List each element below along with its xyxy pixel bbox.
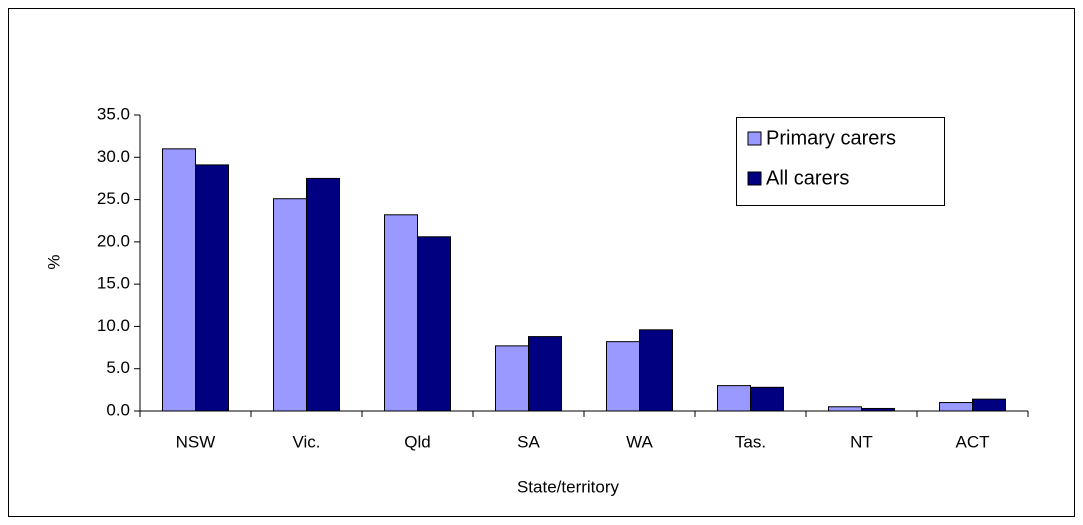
legend-label: Primary carers <box>766 127 896 149</box>
bar <box>417 236 451 412</box>
bar <box>195 164 229 412</box>
y-tick-label: 15.0 <box>97 274 130 293</box>
bar <box>495 345 529 412</box>
bar <box>162 148 196 412</box>
legend-swatch <box>747 131 762 146</box>
x-tick-label: ACT <box>956 432 990 451</box>
x-axis-label: State/territory <box>517 477 620 496</box>
bar <box>828 406 862 412</box>
y-tick-label: 5.0 <box>106 358 130 377</box>
y-axis-label: % <box>44 254 63 269</box>
bar <box>639 329 673 412</box>
legend-swatch <box>747 171 762 186</box>
x-tick-label: Vic. <box>292 432 320 451</box>
y-tick-label: 10.0 <box>97 316 130 335</box>
y-tick-label: 20.0 <box>97 231 130 250</box>
legend-box <box>736 117 945 206</box>
legend-label: All carers <box>766 167 849 189</box>
bar <box>750 386 784 412</box>
x-tick-label: Tas. <box>735 432 766 451</box>
y-tick-label: 30.0 <box>97 147 130 166</box>
bar <box>606 341 640 412</box>
x-tick-label: NT <box>850 432 873 451</box>
x-tick-label: SA <box>517 432 540 451</box>
x-tick-label: Qld <box>404 432 430 451</box>
x-tick-label: NSW <box>176 432 216 451</box>
y-tick-label: 35.0 <box>97 104 130 123</box>
bar <box>717 385 751 412</box>
y-tick-label: 25.0 <box>97 189 130 208</box>
bar <box>939 402 973 412</box>
bar <box>273 198 307 412</box>
bar <box>972 398 1006 412</box>
bar <box>306 177 340 412</box>
bar <box>384 214 418 412</box>
x-tick-label: WA <box>626 432 653 451</box>
bar <box>528 336 562 412</box>
y-tick-label: 0.0 <box>106 400 130 419</box>
